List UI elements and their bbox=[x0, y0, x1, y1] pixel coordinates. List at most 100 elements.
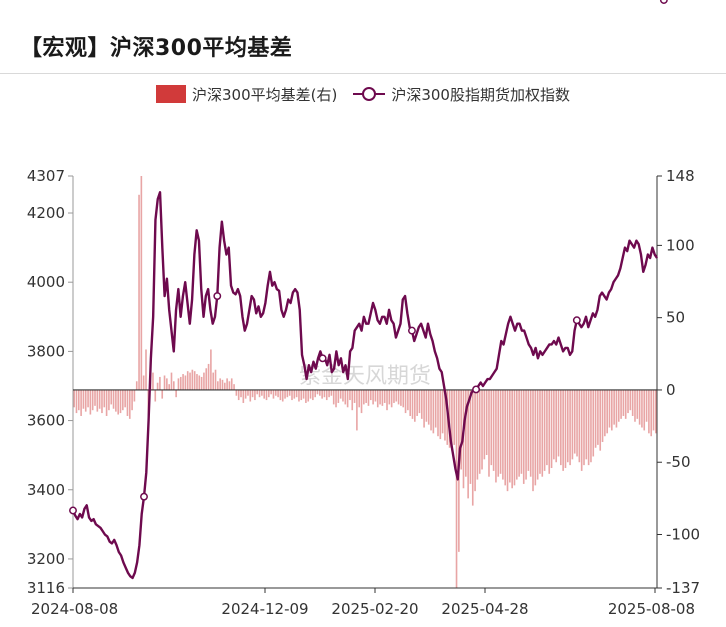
basis-bar bbox=[499, 389, 502, 474]
basis-bar bbox=[274, 389, 277, 396]
basis-bar bbox=[193, 371, 196, 390]
basis-bar bbox=[251, 389, 254, 398]
x-tick-label: 2025-04-28 bbox=[441, 600, 528, 618]
x-tick-label: 2024-12-09 bbox=[221, 600, 308, 618]
basis-bar bbox=[608, 389, 611, 428]
legend-label-basis: 沪深300平均基差(右) bbox=[192, 85, 338, 104]
basis-bar bbox=[339, 389, 342, 399]
basis-bar bbox=[553, 389, 555, 460]
basis-bar bbox=[478, 389, 481, 474]
basis-bar bbox=[221, 379, 224, 390]
basis-bar bbox=[191, 369, 194, 390]
basis-bar bbox=[163, 375, 166, 390]
basis-bar bbox=[156, 382, 159, 390]
basis-bar bbox=[492, 389, 495, 471]
basis-bar bbox=[655, 389, 657, 434]
basis-bar bbox=[541, 389, 544, 477]
basis-bar bbox=[312, 389, 314, 401]
legend-item-basis[interactable]: 沪深300平均基差(右) bbox=[156, 84, 337, 105]
basis-bar bbox=[161, 389, 164, 399]
basis-bar bbox=[203, 372, 205, 390]
basis-bar bbox=[131, 389, 133, 411]
basis-bar bbox=[571, 389, 574, 460]
legend-swatch-index bbox=[353, 87, 386, 101]
basis-bar bbox=[402, 389, 405, 408]
basis-bar bbox=[511, 389, 513, 489]
basis-bar bbox=[539, 389, 541, 474]
left-tick-label: 3600 bbox=[27, 412, 65, 430]
basis-bar bbox=[592, 389, 595, 457]
index-marker bbox=[659, 0, 668, 4]
basis-bar bbox=[585, 389, 588, 460]
basis-bar bbox=[200, 376, 203, 390]
basis-bar bbox=[82, 389, 85, 409]
left-tick-label: 4000 bbox=[27, 273, 65, 291]
basis-bar bbox=[342, 389, 344, 402]
basis-bar bbox=[372, 389, 374, 405]
basis-bar bbox=[112, 389, 115, 409]
basis-bar bbox=[254, 389, 256, 401]
basis-bar bbox=[115, 389, 117, 412]
right-tick-label: -50 bbox=[666, 453, 691, 471]
basis-bar bbox=[270, 389, 272, 395]
right-tick-label: 100 bbox=[666, 236, 695, 254]
basis-bar bbox=[353, 389, 356, 403]
basis-bar bbox=[583, 389, 585, 466]
left-tick-label: 3400 bbox=[27, 481, 65, 499]
basis-bar bbox=[210, 349, 212, 390]
basis-bar bbox=[393, 389, 395, 403]
basis-bar bbox=[212, 372, 215, 390]
basis-bar bbox=[636, 389, 639, 419]
basis-bar bbox=[434, 389, 437, 428]
basis-bar bbox=[427, 389, 430, 425]
basis-bar bbox=[509, 389, 511, 483]
basis-bar bbox=[77, 389, 80, 411]
basis-bar bbox=[615, 389, 618, 428]
basis-bar bbox=[293, 389, 296, 399]
basis-bar bbox=[381, 389, 384, 406]
basis-bar bbox=[89, 389, 92, 415]
basis-bar bbox=[455, 389, 458, 588]
basis-bar bbox=[557, 389, 560, 457]
basis-bar bbox=[529, 389, 532, 477]
basis-bar bbox=[268, 389, 270, 398]
basis-bar bbox=[432, 389, 435, 434]
index-line-group bbox=[69, 0, 668, 580]
legend-item-index[interactable]: 沪深300股指期货加权指数 bbox=[353, 84, 570, 105]
basis-bar bbox=[205, 368, 208, 390]
basis-bar bbox=[566, 389, 569, 463]
basis-bar bbox=[84, 389, 87, 412]
basis-bar bbox=[562, 389, 564, 471]
basis-bar bbox=[328, 389, 330, 398]
basis-bar bbox=[474, 389, 476, 492]
right-tick-label: 50 bbox=[666, 309, 685, 327]
basis-bar bbox=[124, 389, 126, 408]
basis-bar bbox=[515, 389, 518, 480]
basis-bar bbox=[465, 389, 467, 477]
legend-swatch-basis bbox=[156, 85, 186, 103]
basis-bar bbox=[534, 389, 537, 486]
basis-bar bbox=[119, 389, 122, 414]
basis-bar bbox=[502, 389, 504, 480]
basis-bar bbox=[404, 389, 407, 414]
basis-bar bbox=[140, 176, 143, 390]
basis-bar bbox=[226, 378, 228, 390]
basis-bar bbox=[395, 389, 398, 402]
basis-bar bbox=[145, 349, 147, 390]
basis-bar bbox=[578, 389, 581, 463]
basis-bar bbox=[122, 389, 124, 411]
basis-bar bbox=[133, 389, 136, 402]
basis-bar bbox=[441, 389, 444, 434]
index-marker bbox=[408, 326, 416, 335]
index-marker bbox=[472, 385, 481, 394]
basis-bar bbox=[217, 381, 219, 390]
basis-bar bbox=[631, 389, 634, 416]
basis-bar bbox=[159, 376, 161, 390]
basis-bar bbox=[555, 389, 557, 463]
basis-bar bbox=[367, 389, 370, 406]
basis-bar bbox=[513, 389, 516, 486]
basis-bar bbox=[444, 389, 446, 441]
basis-bar bbox=[80, 389, 82, 416]
basis-bar bbox=[166, 378, 168, 390]
basis-bar bbox=[214, 369, 217, 390]
